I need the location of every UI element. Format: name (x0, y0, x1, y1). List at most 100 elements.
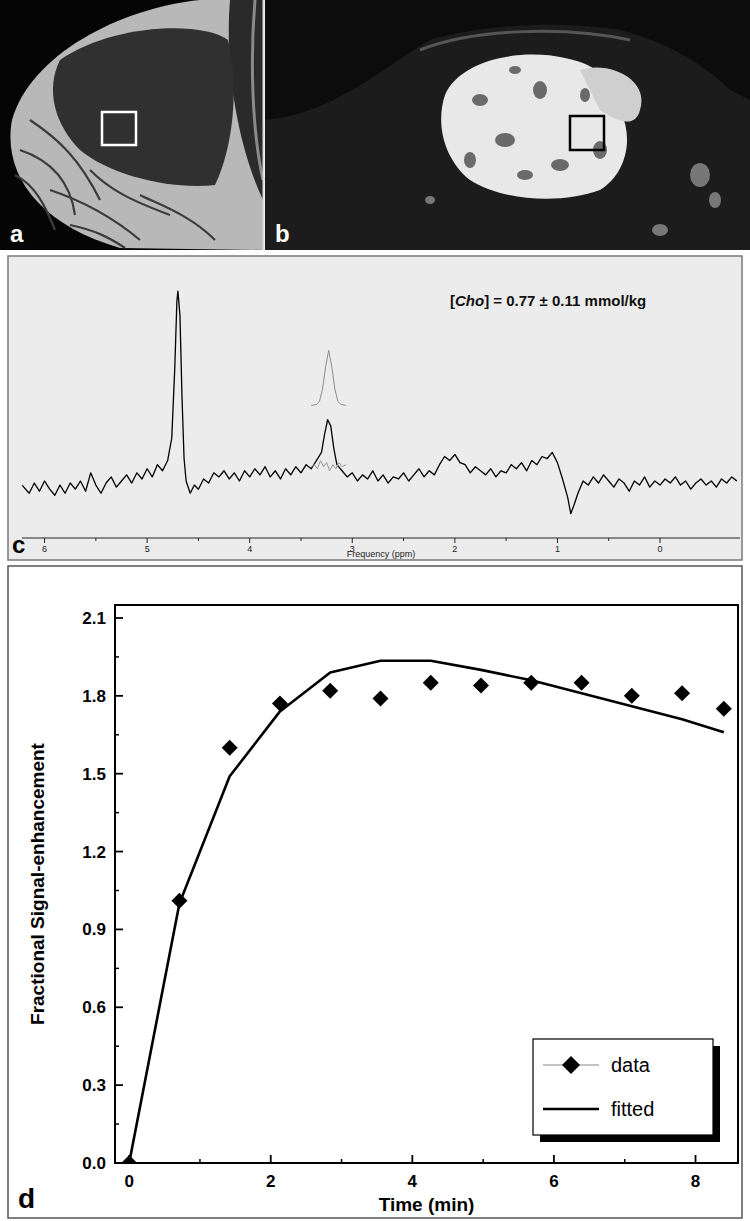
lesion-texture (551, 159, 569, 171)
x-tick-label: 6 (42, 544, 47, 554)
y-tick-label: 1.8 (82, 687, 106, 706)
x-tick (695, 1155, 697, 1163)
y-tick-label: 1.2 (82, 843, 106, 862)
figure: ab6543210Frequency (ppm)[Cho] = 0.77 ± 0… (0, 0, 750, 1221)
legend-label: data (611, 1054, 651, 1076)
x-tick (147, 538, 148, 543)
data-point (624, 688, 640, 704)
y-tick-label: 0.9 (82, 920, 106, 939)
legend-swatch-line (543, 1108, 599, 1111)
fibroglandular (53, 28, 234, 186)
data-point (372, 690, 388, 706)
panel-label: b (275, 220, 290, 247)
y-minor-tick (115, 1123, 119, 1125)
fat-septum (20, 150, 75, 215)
roi-box (102, 112, 136, 145)
y-minor-tick (115, 656, 119, 658)
x-minor-tick (482, 1159, 484, 1163)
breast-fat (10, 0, 263, 250)
lesion-texture (464, 152, 476, 168)
x-minor-tick (506, 538, 507, 541)
data-point (423, 675, 439, 691)
y-minor-tick (115, 1045, 119, 1047)
x-minor-tick (403, 538, 404, 541)
panel-frame (8, 256, 742, 560)
legend: data fitted (533, 1039, 720, 1142)
spectrum-line (22, 291, 737, 514)
x-minor-tick (624, 1159, 626, 1163)
annotation: [Cho] = 0.77 ± 0.11 mmol/kg (450, 292, 646, 309)
x-minor-tick (300, 538, 301, 541)
y-tick-label: 0.3 (82, 1076, 106, 1095)
spectrum-data (22, 291, 737, 514)
muscle-line (252, 0, 263, 180)
x-tick-label: 2 (452, 544, 457, 554)
y-tick (115, 851, 123, 853)
image-background (0, 0, 263, 250)
x-tick (270, 1155, 272, 1163)
enhancement-spot (652, 224, 668, 236)
x-minor-tick (95, 538, 96, 541)
y-tick (115, 1006, 123, 1008)
panel-label: c (12, 531, 25, 558)
x-tick-label: 0 (124, 1172, 133, 1191)
legend-label: fitted (611, 1098, 654, 1120)
lesion-texture (509, 66, 521, 74)
y-tick-label: 0.6 (82, 998, 106, 1017)
x-minor-tick (199, 1159, 201, 1163)
x-tick (553, 1155, 555, 1163)
lesion-texture (533, 81, 547, 99)
image-background (265, 0, 750, 250)
lesion-lobe (580, 67, 642, 121)
y-tick (115, 1084, 123, 1086)
fit-line (129, 661, 724, 1163)
x-tick (249, 538, 250, 543)
y-minor-tick (115, 734, 119, 736)
annotation-part: Cho (455, 292, 484, 309)
data-point (272, 696, 288, 712)
mri-panel-a (0, 0, 264, 250)
x-axis-line (22, 538, 740, 539)
lesion-texture (495, 133, 515, 147)
x-axis-title: Time (min) (379, 1194, 475, 1215)
x-tick (352, 538, 353, 543)
enhancement-spot (709, 192, 721, 208)
y-tick (115, 695, 123, 697)
panel-frame (8, 566, 742, 1218)
data-point (674, 685, 690, 701)
y-minor-tick (115, 812, 119, 814)
x-tick-label: 6 (549, 1172, 558, 1191)
x-tick-label: 8 (691, 1172, 700, 1191)
legend-swatch-marker (562, 1056, 580, 1074)
y-tick-label: 1.5 (82, 765, 106, 784)
y-axis-title: Fractional Signal-enhancement (27, 742, 48, 1025)
panel-label: d (18, 1183, 35, 1214)
fat-septum (70, 225, 125, 248)
y-tick-label: 0.0 (82, 1154, 106, 1173)
fat-septum (90, 170, 170, 215)
plot-frame (115, 605, 738, 1163)
x-axis-title: Frequency (ppm) (347, 549, 416, 559)
x-tick (659, 538, 660, 543)
y-minor-tick (115, 968, 119, 970)
fat-septum (140, 195, 215, 240)
panel-label: a (10, 220, 24, 247)
x-tick (411, 1155, 413, 1163)
lesion-texture (472, 94, 488, 106)
y-minor-tick (115, 890, 119, 892)
x-minor-tick (341, 1159, 343, 1163)
data-point (222, 740, 238, 756)
x-tick-label: 4 (247, 544, 252, 554)
data-point (473, 677, 489, 693)
divider (263, 0, 265, 250)
data-point (574, 675, 590, 691)
x-tick (557, 538, 558, 543)
mri-panel-b (265, 0, 750, 250)
x-minor-tick (608, 538, 609, 541)
spectrum-line (311, 350, 346, 405)
x-tick (454, 538, 455, 543)
x-tick-label: 4 (408, 1172, 418, 1191)
data-point (322, 683, 338, 699)
x-tick (44, 538, 45, 543)
enhancement-panel: 0.00.30.60.91.21.51.82.102468Time (min)F… (8, 566, 742, 1218)
